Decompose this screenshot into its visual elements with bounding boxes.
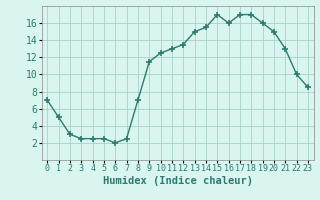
X-axis label: Humidex (Indice chaleur): Humidex (Indice chaleur) [103, 176, 252, 186]
